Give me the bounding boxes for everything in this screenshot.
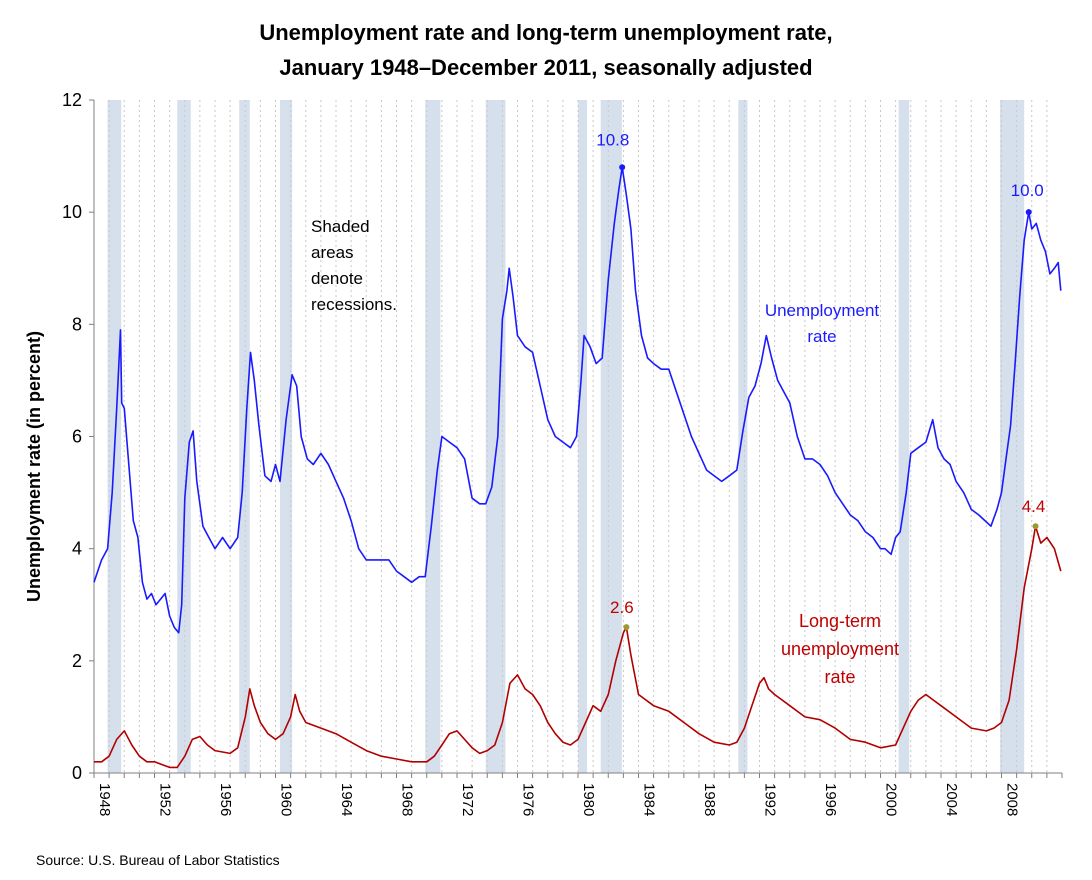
y-tick-label: 12 — [62, 90, 82, 110]
x-tick-label: 1976 — [520, 783, 537, 816]
x-tick-label: 1972 — [459, 783, 476, 816]
shaded-areas-note: Shaded — [311, 217, 370, 236]
recession-band — [600, 100, 622, 773]
recession-band — [485, 100, 506, 773]
peak-label-unemp-2009: 10.0 — [1011, 181, 1044, 200]
x-tick-label: 1980 — [580, 783, 597, 816]
x-tick-label: 1964 — [338, 783, 355, 816]
x-tick-label: 1952 — [157, 783, 174, 816]
x-tick-label: 1988 — [701, 783, 718, 816]
x-tick-label: 1992 — [762, 783, 779, 816]
x-tick-label: 1960 — [278, 783, 295, 816]
recession-band — [999, 100, 1025, 773]
unemployment-rate-label: Unemployment — [765, 301, 880, 320]
y-tick-label: 10 — [62, 202, 82, 222]
unemployment-rate-line — [93, 166, 1062, 634]
peak-label-lt-1983: 2.6 — [610, 598, 634, 617]
peak-marker — [623, 624, 630, 631]
y-tick-label: 2 — [72, 651, 82, 671]
x-tick-label: 1984 — [641, 783, 658, 816]
recession-band — [425, 100, 441, 773]
recession-band — [177, 100, 191, 773]
long-term-unemployment-label: Long-term — [799, 611, 881, 631]
y-tick-label: 0 — [72, 763, 82, 783]
long-term-unemployment-line — [94, 525, 1062, 769]
peak-label-lt-2010: 4.4 — [1022, 497, 1046, 516]
x-tick-label: 1996 — [822, 783, 839, 816]
y-tick-label: 6 — [72, 427, 82, 447]
shaded-areas-note: denote — [311, 269, 363, 288]
chart-title: Unemployment rate and long-term unemploy… — [259, 20, 833, 45]
long-term-unemployment-label: rate — [824, 667, 855, 687]
source-note: Source: U.S. Bureau of Labor Statistics — [36, 852, 280, 868]
x-tick-label: 1948 — [96, 783, 113, 816]
x-tick-label: 1968 — [399, 783, 416, 816]
peak-marker — [1025, 209, 1032, 216]
recession-band — [280, 100, 293, 773]
shaded-areas-note: areas — [311, 243, 354, 262]
x-tick-label: 2004 — [943, 783, 960, 816]
recession-band — [578, 100, 588, 773]
peak-marker — [619, 164, 626, 171]
chart-subtitle: January 1948–December 2011, seasonally a… — [279, 55, 813, 80]
x-tick-label: 2000 — [883, 783, 900, 816]
long-term-unemployment-label: unemployment — [781, 639, 899, 659]
peak-marker — [1032, 523, 1039, 530]
recession-band — [738, 100, 748, 773]
y-axis-label: Unemployment rate (in percent) — [24, 331, 44, 602]
x-tick-label: 2008 — [1004, 783, 1021, 816]
shaded-areas-note: recessions. — [311, 295, 397, 314]
peak-label-unemp-1982: 10.8 — [596, 130, 629, 149]
x-tick-label: 1956 — [217, 783, 234, 816]
y-tick-label: 4 — [72, 539, 82, 559]
unemployment-rate-label: rate — [807, 327, 836, 346]
recession-band — [898, 100, 910, 773]
y-tick-label: 8 — [72, 314, 82, 334]
